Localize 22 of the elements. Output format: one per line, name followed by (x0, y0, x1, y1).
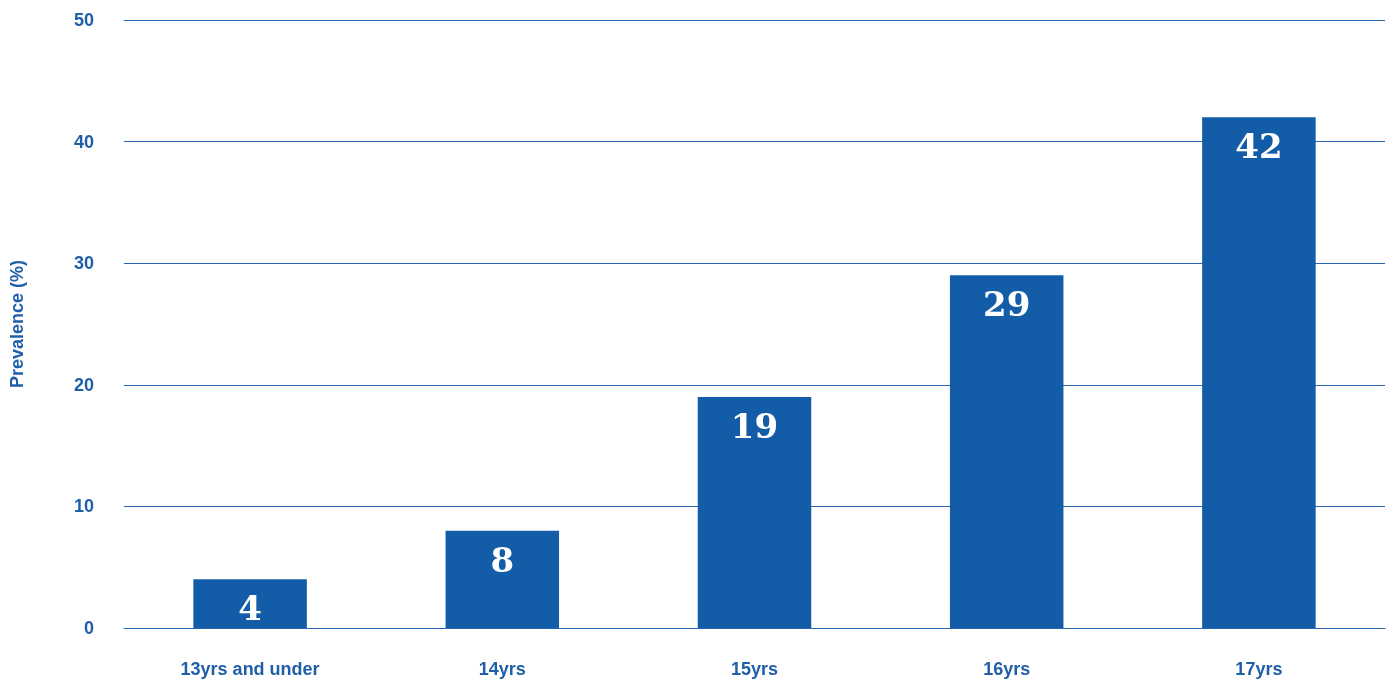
data-label: 8 (490, 539, 515, 580)
bar (949, 275, 1064, 628)
y-tick-label: 10 (73, 496, 94, 517)
y-tick-label: 30 (73, 253, 94, 274)
y-tick-label: 40 (73, 131, 94, 152)
bar (697, 396, 812, 628)
bar (445, 530, 560, 628)
x-tick-label: 16yrs (983, 659, 1031, 679)
data-label: 19 (730, 405, 779, 446)
y-tick-label: 0 (83, 618, 94, 638)
bar (193, 579, 307, 628)
data-label: 42 (1235, 126, 1283, 167)
x-tick-label: 15yrs (730, 659, 779, 679)
bar (1202, 117, 1316, 628)
x-tick-label: 14yrs (478, 659, 526, 679)
x-tick-label: 17yrs (1235, 659, 1283, 679)
y-axis-title: Prevalence (%) (7, 259, 27, 389)
y-tick-label: 20 (73, 374, 94, 395)
x-tick-label: 13yrs and under (180, 659, 320, 679)
y-tick-label: 50 (73, 10, 94, 30)
data-label: 4 (238, 588, 262, 629)
data-label: 29 (983, 284, 1031, 325)
